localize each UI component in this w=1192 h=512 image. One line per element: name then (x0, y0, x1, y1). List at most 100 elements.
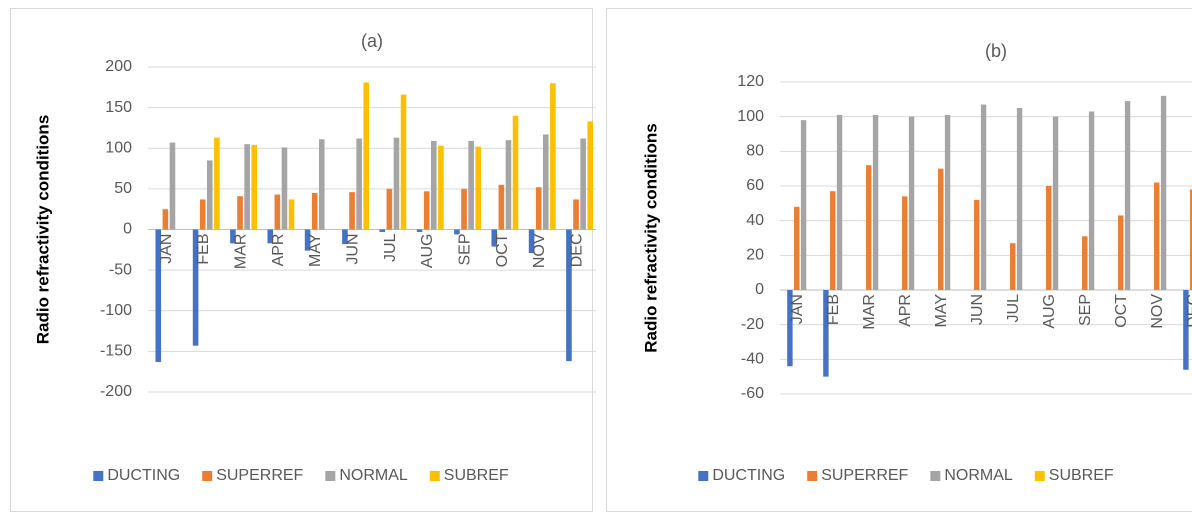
bar (281, 147, 288, 230)
x-tick-label: JUL (1005, 294, 1022, 323)
bar (468, 140, 474, 230)
bar (1010, 243, 1016, 290)
legend-label: SUPERREF (821, 467, 908, 484)
legend-label: DUCTING (107, 467, 180, 484)
y-tick-label: 80 (746, 143, 764, 160)
bar (1154, 182, 1160, 290)
bar (1118, 215, 1124, 290)
x-tick-label: MAY (933, 294, 950, 328)
x-tick-label: APR (897, 294, 914, 327)
y-tick-label: 120 (737, 73, 764, 90)
bar (1124, 101, 1131, 290)
legend-swatch (930, 471, 941, 481)
x-tick-label: DEC (1185, 294, 1192, 328)
y-tick-label: 0 (123, 221, 132, 238)
bar (267, 229, 274, 244)
y-tick-label: 100 (105, 139, 132, 156)
bar (908, 116, 915, 291)
bar (416, 229, 423, 232)
bar (902, 196, 908, 290)
bar (580, 138, 586, 230)
legend-label: NORMAL (339, 467, 408, 484)
y-tick-label: -20 (741, 316, 764, 333)
bar (566, 229, 572, 362)
bar (475, 146, 482, 230)
bar (274, 194, 281, 230)
bar (318, 139, 325, 230)
bar (938, 168, 944, 290)
x-tick-label: OCT (1113, 294, 1130, 328)
bar (535, 187, 542, 230)
x-tick-label: APR (270, 234, 287, 267)
chart-title: (b) (985, 41, 1007, 61)
bar (155, 229, 162, 362)
y-tick-label: 40 (746, 212, 764, 229)
bar (363, 82, 370, 230)
panel-frame (606, 8, 1192, 512)
x-tick-label: JAN (158, 234, 175, 264)
y-tick-label: 100 (737, 108, 764, 125)
y-axis-label: Radio refractivity conditions (33, 115, 52, 345)
bar (872, 114, 879, 290)
x-tick-label: OCT (494, 233, 511, 267)
bar (379, 229, 386, 232)
bar (573, 199, 579, 230)
bar (550, 83, 556, 230)
bar (400, 94, 407, 230)
bar (542, 134, 549, 230)
x-tick-label: JAN (789, 294, 806, 324)
bar (454, 229, 460, 235)
y-tick-label: 200 (105, 58, 132, 75)
x-tick-label: AUG (419, 234, 436, 269)
x-tick-label: JUN (345, 234, 362, 265)
bar (1052, 116, 1059, 291)
y-axis-label: Radio refractivity conditions (641, 123, 660, 353)
bar (237, 196, 243, 230)
bar (830, 191, 836, 290)
bar (1160, 95, 1167, 290)
legend-label: SUBREF (444, 467, 509, 484)
y-tick-label: -40 (741, 351, 764, 368)
bar (393, 137, 400, 230)
bar (461, 188, 467, 230)
y-tick-label: -50 (109, 261, 132, 278)
bar (230, 229, 236, 244)
bar (169, 142, 176, 230)
bar (528, 229, 535, 254)
bar (512, 115, 519, 230)
y-tick-label: -60 (741, 385, 764, 402)
bar (214, 137, 220, 230)
bar (311, 192, 318, 230)
x-tick-label: NOV (1149, 294, 1166, 329)
bar (866, 165, 872, 290)
bar (1046, 186, 1052, 290)
bar (944, 114, 951, 290)
legend-label: DUCTING (712, 467, 785, 484)
x-tick-label: JUL (382, 233, 399, 262)
x-tick-label: MAY (307, 233, 324, 267)
bar (794, 206, 800, 290)
legend-label: SUBREF (1049, 467, 1114, 484)
bar (423, 191, 430, 230)
bar (1183, 290, 1189, 370)
bar (430, 140, 437, 230)
bar (1082, 236, 1088, 290)
bar (349, 192, 355, 230)
bar (192, 229, 199, 346)
bar (251, 145, 258, 230)
legend: DUCTING SUPERREF NORMAL SUBREF (93, 467, 509, 484)
legend-label: SUPERREF (216, 467, 303, 484)
bar (498, 184, 505, 230)
y-tick-label: 0 (755, 281, 764, 298)
x-tick-label: JUN (969, 294, 986, 325)
x-tick-label: DEC (569, 234, 586, 268)
bar (288, 199, 295, 230)
bar (505, 140, 512, 230)
bar (800, 120, 807, 290)
x-tick-label: SEP (1077, 294, 1094, 326)
bar (162, 209, 169, 230)
bar (836, 114, 843, 290)
chart-title: (a) (361, 31, 383, 51)
